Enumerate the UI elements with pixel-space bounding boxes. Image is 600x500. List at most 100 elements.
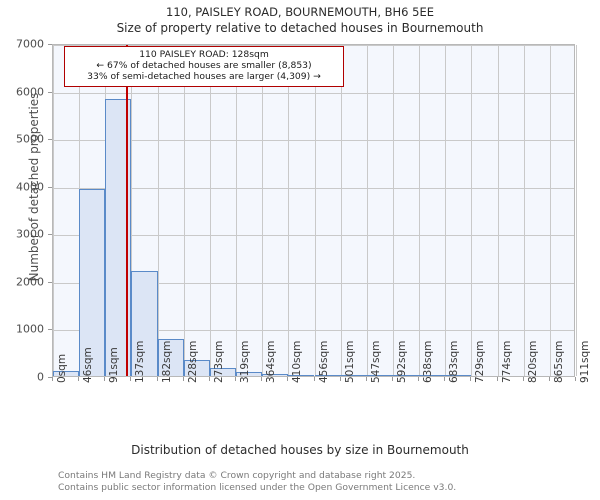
bar — [131, 271, 158, 376]
gridline-vertical — [366, 45, 368, 376]
bar — [445, 374, 472, 376]
bar — [288, 374, 315, 376]
x-tick-label: 319sqm — [239, 340, 252, 383]
gridline-horizontal — [53, 92, 574, 94]
property-marker-line — [126, 45, 128, 376]
y-tick-label: 6000 — [16, 85, 44, 99]
chart-subtitle: Size of property relative to detached ho… — [116, 21, 484, 35]
bar — [157, 339, 184, 376]
gridline-vertical — [340, 45, 342, 376]
gridline-horizontal — [53, 187, 574, 189]
y-tick-label: 4000 — [16, 180, 44, 194]
gridline-vertical — [53, 45, 54, 376]
footer-attribution: Contains HM Land Registry data © Crown c… — [58, 470, 598, 493]
x-tick-label: 228sqm — [186, 340, 199, 383]
y-tick-label: 1000 — [16, 322, 44, 336]
y-tick-label: 2000 — [16, 275, 44, 289]
gridline-vertical — [209, 45, 211, 376]
footer-line-1: Contains HM Land Registry data © Crown c… — [58, 470, 416, 481]
footer-line-2: Contains public sector information licen… — [58, 481, 457, 493]
x-tick-label: 683sqm — [448, 340, 461, 383]
gridline-vertical — [131, 45, 133, 376]
gridline-vertical — [157, 45, 159, 376]
x-tick-mark — [496, 377, 498, 381]
x-tick-mark — [470, 377, 472, 381]
x-tick-label: 273sqm — [212, 340, 225, 383]
x-tick-label: 456sqm — [317, 340, 330, 383]
y-tick-mark — [48, 186, 52, 188]
x-tick-mark — [208, 377, 210, 381]
x-tick-mark — [287, 377, 289, 381]
y-axis-labels: 0 1000 2000 3000 4000 5000 6000 7000 — [0, 0, 52, 500]
x-tick-mark — [182, 377, 184, 381]
x-tick-label: 729sqm — [474, 340, 487, 383]
y-tick-mark — [48, 281, 52, 283]
x-tick-mark — [339, 377, 341, 381]
x-tick-label: 0sqm — [56, 353, 68, 383]
x-tick-mark — [104, 377, 106, 381]
gridline-horizontal — [53, 235, 574, 237]
gridline-vertical — [314, 45, 316, 376]
x-tick-label: 592sqm — [395, 340, 408, 383]
gridline-horizontal — [53, 330, 574, 332]
x-tick-label: 501sqm — [343, 340, 356, 383]
x-tick-mark — [261, 377, 263, 381]
gridline-vertical — [497, 45, 499, 376]
annotation-line-3: 33% of semi-detached houses are larger (… — [87, 71, 321, 83]
chart-titles: 110, PAISLEY ROAD, BOURNEMOUTH, BH6 5EE … — [0, 0, 600, 36]
x-tick-mark — [522, 377, 524, 381]
gridline-vertical — [471, 45, 473, 376]
x-tick-mark — [313, 377, 315, 381]
x-tick-label: 547sqm — [369, 340, 382, 383]
y-tick-label: 7000 — [16, 37, 44, 51]
gridline-horizontal — [53, 282, 574, 284]
x-tick-mark — [52, 377, 53, 381]
gridline-vertical — [262, 45, 264, 376]
y-tick-mark — [48, 44, 52, 45]
gridline-vertical — [445, 45, 447, 376]
gridline-vertical — [419, 45, 421, 376]
x-tick-label: 364sqm — [265, 340, 278, 383]
gridline-vertical — [183, 45, 185, 376]
bar — [262, 374, 289, 376]
x-tick-label: 91sqm — [108, 347, 121, 383]
x-tick-label: 911sqm — [579, 340, 591, 383]
x-tick-label: 410sqm — [291, 340, 304, 383]
bar — [209, 367, 237, 376]
x-tick-label: 865sqm — [552, 340, 565, 383]
x-tick-mark — [365, 377, 367, 381]
x-tick-mark — [130, 377, 132, 381]
gridline-vertical — [236, 45, 238, 376]
x-tick-mark — [235, 377, 237, 381]
y-tick-mark — [48, 329, 52, 331]
property-annotation-box: 110 PAISLEY ROAD: 128sqm ← 67% of detach… — [64, 46, 344, 87]
y-tick-mark — [48, 139, 52, 141]
x-tick-mark — [156, 377, 158, 381]
x-tick-label: 137sqm — [134, 340, 147, 383]
y-axis-title: Number of detached properties — [27, 92, 41, 282]
gridline-vertical — [576, 45, 577, 376]
x-axis-title: Distribution of detached houses by size … — [131, 443, 469, 457]
gridline-vertical — [523, 45, 525, 376]
y-tick-label: 0 — [37, 370, 44, 384]
x-tick-mark — [444, 377, 446, 381]
bar — [366, 374, 393, 376]
plot-area — [52, 44, 577, 377]
bar — [183, 359, 210, 376]
bar — [314, 374, 341, 376]
x-tick-mark — [78, 377, 80, 381]
bar — [236, 371, 263, 376]
x-tick-label: 774sqm — [500, 340, 513, 383]
bar — [340, 374, 367, 376]
x-tick-mark — [418, 377, 420, 381]
gridline-horizontal — [53, 140, 574, 142]
bar — [392, 374, 420, 376]
x-tick-label: 638sqm — [422, 340, 435, 383]
y-tick-mark — [48, 234, 52, 236]
y-tick-label: 5000 — [16, 132, 44, 146]
bar — [419, 374, 446, 376]
x-tick-label: 820sqm — [526, 340, 539, 383]
x-tick-mark — [575, 377, 576, 381]
gridline-vertical — [549, 45, 551, 376]
